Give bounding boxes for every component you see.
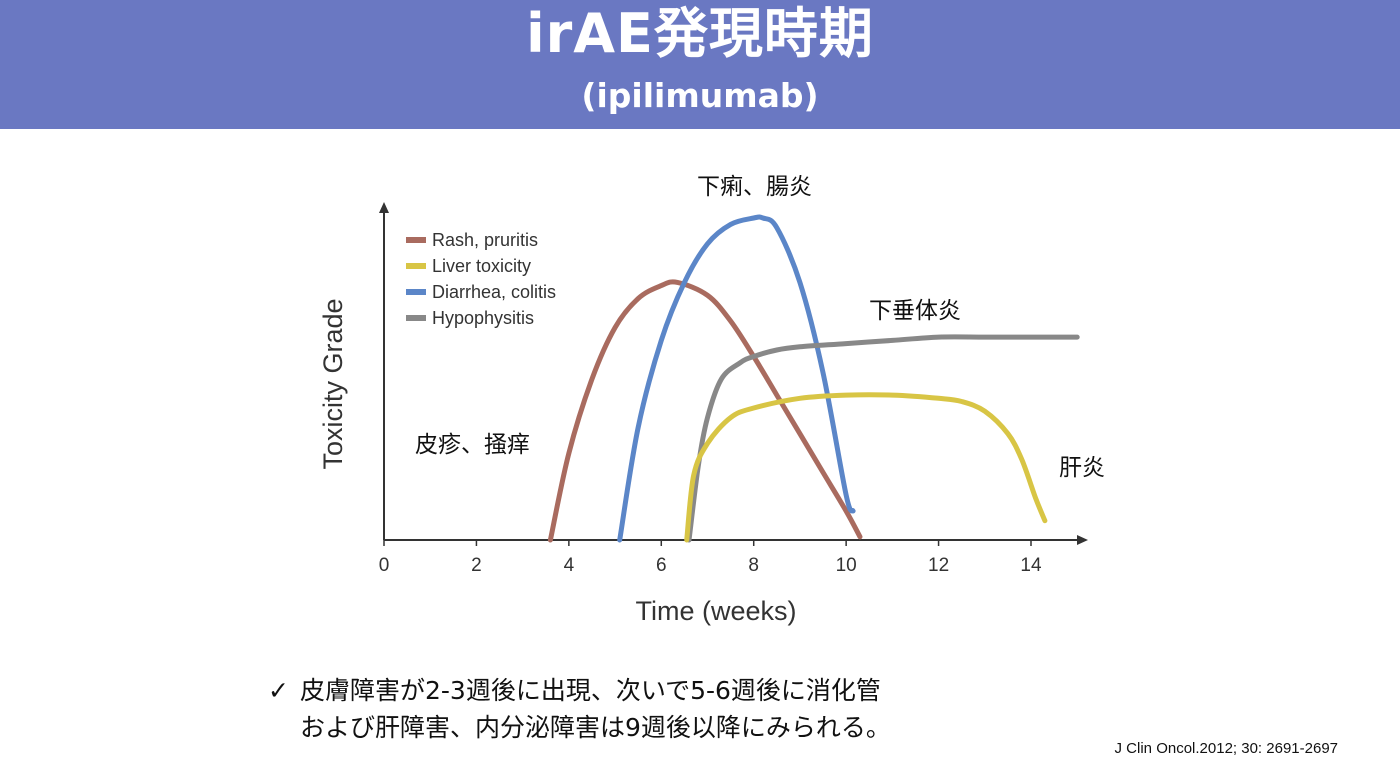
legend-label-hypophysitis: Hypophysitis xyxy=(432,308,534,328)
checkmark-icon: ✓ xyxy=(268,676,289,705)
annotation-liver-toxicity: 肝炎 xyxy=(1059,455,1105,481)
x-tick-label-12: 12 xyxy=(928,555,949,576)
x-tick-label-8: 8 xyxy=(748,555,759,576)
legend-label-diarrhea-colitis: Diarrhea, colitis xyxy=(432,282,556,302)
x-axis-arrow-icon xyxy=(1077,535,1088,545)
annotation-hypophysitis: 下垂体炎 xyxy=(869,298,961,324)
annotation-rash-pruritis: 皮疹、掻痒 xyxy=(415,432,530,458)
series-line-liver-toxicity xyxy=(684,392,1048,543)
x-tick-label-6: 6 xyxy=(656,555,667,576)
series-line-hypophysitis xyxy=(686,334,1080,543)
series-line-diarrhea-colitis xyxy=(617,214,856,543)
x-tick-label-0: 0 xyxy=(379,555,390,576)
y-axis-arrow-icon xyxy=(379,202,389,213)
x-tick-label-4: 4 xyxy=(564,555,575,576)
x-tick-label-10: 10 xyxy=(836,555,857,576)
citation: J Clin Oncol.2012; 30: 2691-2697 xyxy=(1114,740,1338,757)
x-tick-label-2: 2 xyxy=(471,555,482,576)
legend-label-rash-pruritis: Rash, pruritis xyxy=(432,230,538,250)
page-subtitle: (ipilimumab) xyxy=(581,76,819,115)
header-banner: irAE発現時期 (ipilimumab) xyxy=(0,0,1400,129)
x-tick-label-14: 14 xyxy=(1020,555,1042,576)
annotation-diarrhea-colitis: 下痢、腸炎 xyxy=(697,174,812,200)
y-axis-label: Toxicity Grade xyxy=(318,298,348,469)
summary-line-1: 皮膚障害が2-3週後に出現、次いで5-6週後に消化管 xyxy=(300,676,881,705)
x-axis-label: Time (weeks) xyxy=(635,596,796,626)
legend-label-liver-toxicity: Liver toxicity xyxy=(432,256,531,276)
page-title: irAE発現時期 xyxy=(526,2,874,65)
series-line-rash-pruritis xyxy=(547,279,863,543)
summary-line-2: および肝障害、内分泌障害は9週後以降にみられる。 xyxy=(300,713,891,742)
